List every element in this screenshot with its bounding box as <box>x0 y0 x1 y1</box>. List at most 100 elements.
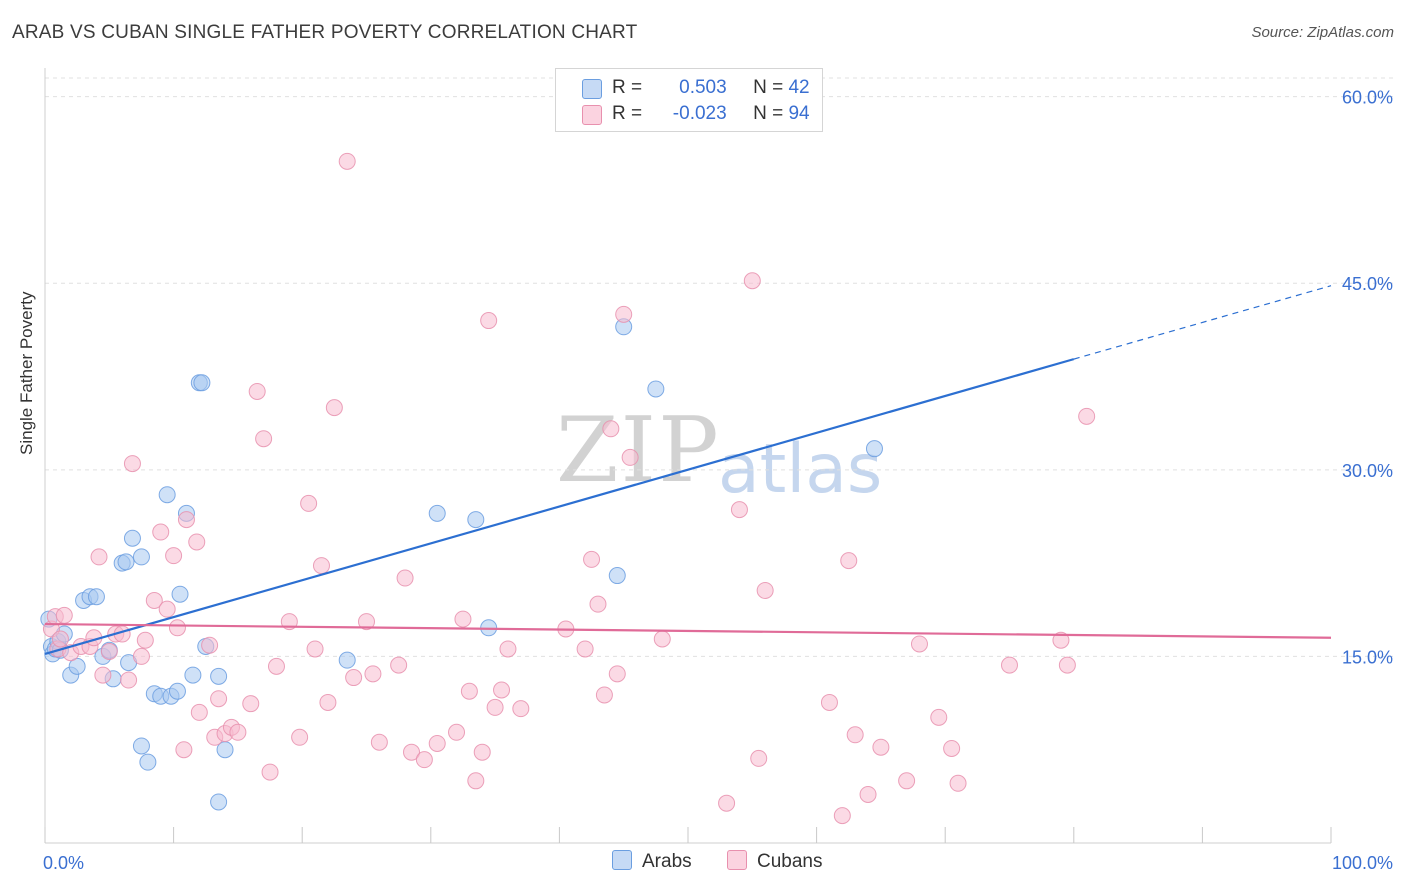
cubans-point <box>756 581 774 599</box>
cubans-point <box>621 448 639 466</box>
y-tick-label-3: 60.0% <box>1342 88 1393 108</box>
cubans-point <box>261 763 279 781</box>
cubans-point <box>589 595 607 613</box>
arabs-point <box>210 793 228 811</box>
cubans-point <box>910 635 928 653</box>
bottom-legend-cubans[interactable]: Cubans <box>727 850 823 873</box>
cubans-point <box>190 703 208 721</box>
cubans-point <box>653 630 671 648</box>
cubans-point <box>120 671 138 689</box>
cubans-point <box>859 785 877 803</box>
cubans-point <box>188 533 206 551</box>
x-tick-label-1: 100.0% <box>1332 853 1393 873</box>
cubans-point <box>615 305 633 323</box>
cubans-point <box>325 399 343 417</box>
bottom-legend-swatch-arabs <box>612 850 632 870</box>
cubans-point <box>576 640 594 658</box>
bottom-legend-arabs[interactable]: Arabs <box>612 850 692 873</box>
cubans-point <box>840 552 858 570</box>
cubans-point <box>90 548 108 566</box>
cubans-point <box>123 455 141 473</box>
watermark-zip: ZIP <box>556 398 721 503</box>
cubans-point <box>415 751 433 769</box>
cubans-point <box>370 733 388 751</box>
cubans-point <box>743 272 761 290</box>
arabs-point <box>865 440 883 458</box>
legend-n-value-arabs: 42 <box>788 77 810 98</box>
arabs-point <box>158 486 176 504</box>
cubans-point <box>943 739 961 757</box>
cubans-point <box>165 547 183 565</box>
series-cubans <box>42 152 1096 825</box>
cubans-point <box>872 738 890 756</box>
legend-n-value-cubans: 94 <box>788 103 810 124</box>
cubans-point <box>493 681 511 699</box>
cubans-point <box>168 619 186 637</box>
chart-title: ARAB VS CUBAN SINGLE FATHER POVERTY CORR… <box>12 22 638 43</box>
cubans-point <box>132 647 150 665</box>
trend-line-arabs <box>44 358 1075 655</box>
cubans-point <box>201 636 219 654</box>
cubans-point <box>319 693 337 711</box>
cubans-point <box>602 420 620 438</box>
arabs-point <box>87 588 105 606</box>
cubans-point <box>175 741 193 759</box>
legend-r-value-arabs: 0.503 <box>679 77 727 98</box>
legend-r-value-cubans: -0.023 <box>672 103 727 124</box>
legend-r-label: R = <box>612 103 643 124</box>
bottom-legend-label-cubans: Cubans <box>757 851 823 872</box>
correlation-legend: R = 0.503 N = 42 R = -0.023 N = 94 <box>555 68 823 132</box>
cubans-point <box>467 772 485 790</box>
arabs-point <box>171 585 189 603</box>
arabs-point <box>184 666 202 684</box>
cubans-point <box>94 666 112 684</box>
arabs-point <box>132 737 150 755</box>
cubans-point <box>1078 407 1096 425</box>
arabs-point <box>123 529 141 547</box>
chart-source: Source: ZipAtlas.com <box>1251 24 1394 41</box>
arabs-point <box>168 682 186 700</box>
cubans-point <box>1058 656 1076 674</box>
cubans-point <box>499 640 517 658</box>
cubans-point <box>248 382 266 400</box>
bottom-legend-swatch-cubans <box>727 850 747 870</box>
trend-extension-arabs <box>1073 285 1332 360</box>
y-tick-label-0: 15.0% <box>1342 647 1393 667</box>
cubans-point <box>898 772 916 790</box>
arabs-point <box>467 511 485 529</box>
legend-n-label: N = <box>753 77 784 98</box>
cubans-point <box>608 665 626 683</box>
cubans-point <box>730 501 748 519</box>
cubans-point <box>291 728 309 746</box>
cubans-point <box>345 669 363 687</box>
cubans-point <box>267 657 285 675</box>
arabs-point <box>117 553 135 571</box>
cubans-point <box>300 494 318 512</box>
legend-swatch-cubans <box>582 105 602 125</box>
y-axis-label: Single Father Poverty <box>17 291 36 455</box>
cubans-point <box>306 640 324 658</box>
cubans-point <box>390 656 408 674</box>
cubans-point <box>949 774 967 792</box>
legend-swatch-arabs <box>582 79 602 99</box>
cubans-point <box>595 686 613 704</box>
cubans-point <box>55 606 73 624</box>
cubans-point <box>396 569 414 587</box>
bottom-legend-label-arabs: Arabs <box>642 851 692 872</box>
cubans-point <box>820 693 838 711</box>
cubans-point <box>428 734 446 752</box>
arabs-point <box>68 657 86 675</box>
cubans-point <box>136 631 154 649</box>
cubans-point <box>242 695 260 713</box>
cubans-point <box>229 723 247 741</box>
y-tick-label-1: 30.0% <box>1342 461 1393 481</box>
cubans-point <box>358 613 375 631</box>
legend-r-label: R = <box>612 77 643 98</box>
cubans-point <box>312 557 330 575</box>
cubans-point <box>364 665 382 683</box>
arabs-point <box>193 374 211 392</box>
cubans-point <box>930 708 948 726</box>
cubans-point <box>718 794 736 812</box>
cubans-point <box>255 430 273 448</box>
